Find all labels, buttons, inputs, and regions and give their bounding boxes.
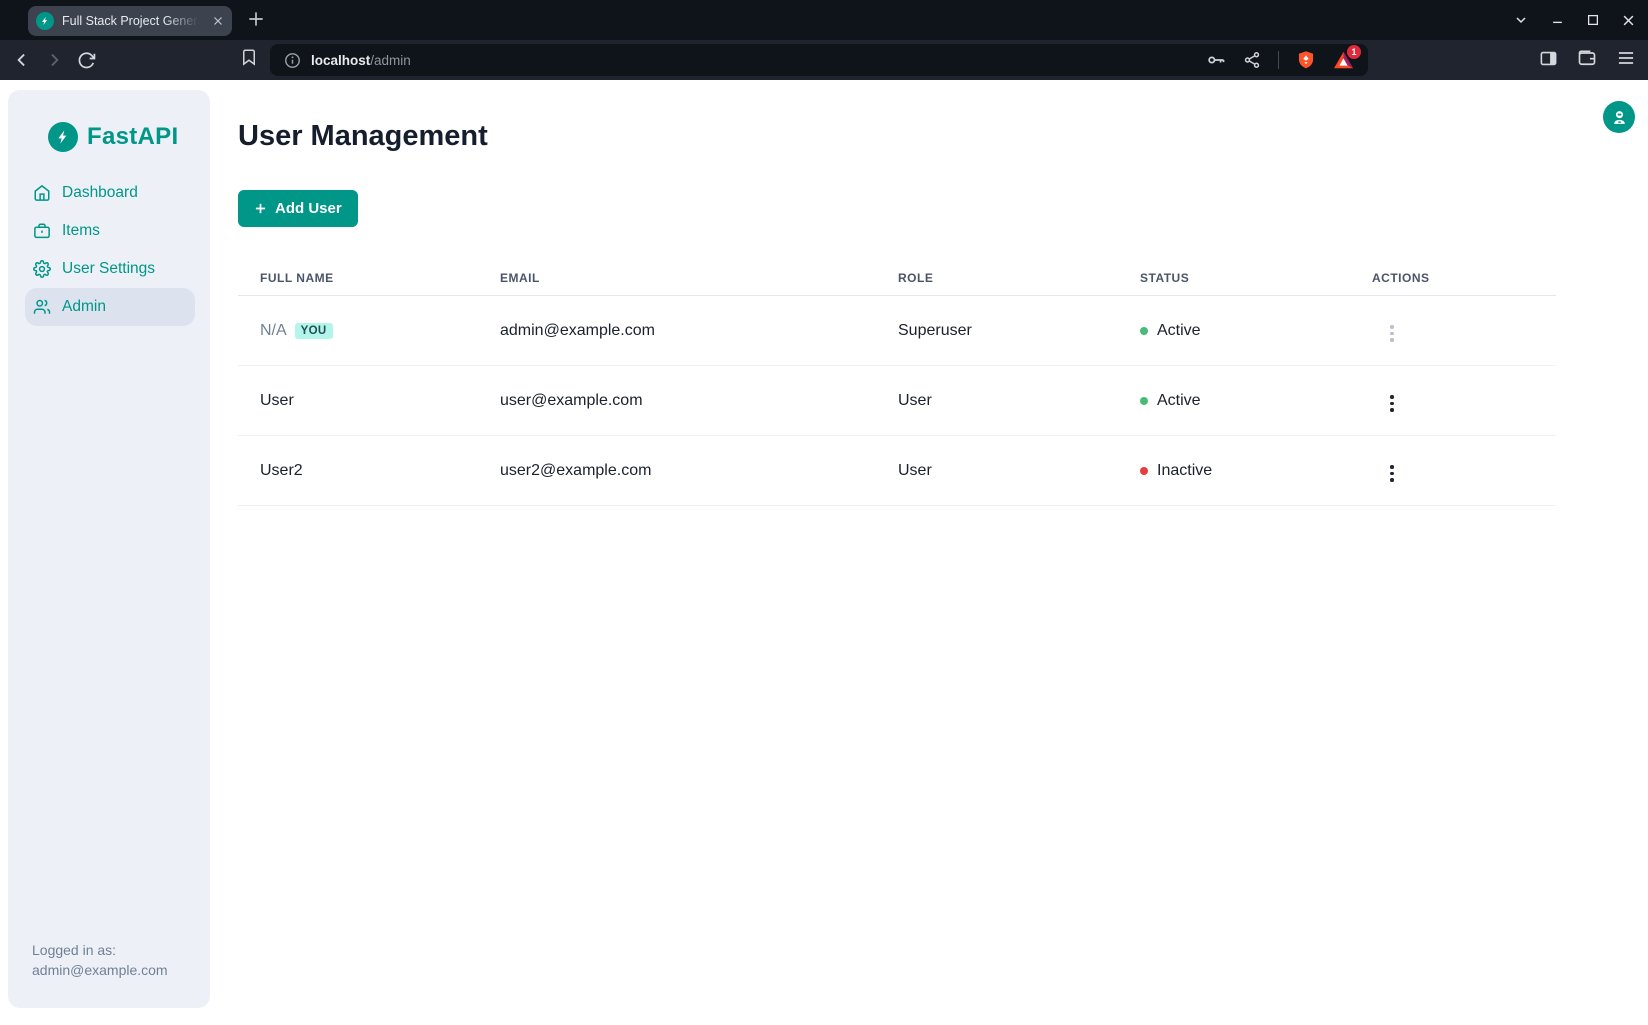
url-host: localhost [311,52,371,68]
saved-passwords-key-icon[interactable] [1206,50,1226,70]
user-role: User [898,391,932,409]
user-full-name: N/A [260,321,287,339]
users-table: FULL NAME EMAIL ROLE STATUS ACTIONS N/A … [238,260,1556,506]
briefcase-icon [33,222,51,240]
user-email: admin@example.com [500,321,655,339]
user-role: User [898,461,932,479]
sidebar-item-admin[interactable]: Admin [25,288,195,326]
address-bar[interactable]: localhost/admin 1 [270,44,1368,76]
url-text: localhost/admin [311,53,411,68]
sidebar-item-items[interactable]: Items [25,212,195,250]
row-actions-menu-icon [1386,321,1398,346]
logo-text: FastAPI [87,123,179,150]
menu-hamburger-icon[interactable] [1616,48,1636,68]
status-cell: Active [1140,322,1372,340]
user-astronaut-icon [1611,109,1628,126]
sidebar-item-label: Dashboard [62,184,138,201]
brave-shield-icon[interactable] [1296,50,1316,70]
brave-rewards-bat-icon[interactable]: 1 [1333,44,1361,70]
tab-search-chevron-icon[interactable] [1513,12,1529,28]
user-role: Superuser [898,321,972,339]
status-dot [1140,466,1148,475]
logged-in-email: admin@example.com [32,962,168,978]
user-menu-button[interactable] [1603,101,1635,133]
status-dot [1140,326,1148,335]
row-actions-menu-icon[interactable] [1386,461,1398,486]
tab-title: Full Stack Project Genera [62,14,204,28]
toolbar-divider [1278,51,1279,69]
sidebar-nav: Dashboard Items User Settings Admin [8,174,210,326]
col-email: EMAIL [500,270,540,285]
browser-toolbar: localhost/admin 1 [0,40,1648,80]
user-full-name: User2 [260,461,303,479]
rewards-notification-badge: 1 [1347,44,1361,59]
status-cell: Inactive [1140,462,1372,480]
user-email: user@example.com [500,391,643,409]
col-role: ROLE [898,270,934,285]
sidebar-item-label: Items [62,222,100,239]
fastapi-logo: FastAPI [48,122,178,152]
maximize-icon[interactable] [1586,13,1600,27]
home-icon [33,184,51,202]
user-full-name: User [260,391,294,409]
status-label: Active [1157,391,1201,409]
sidebar-item-label: Admin [62,298,106,315]
fastapi-bolt-icon [48,122,78,152]
table-row: N/A YOU admin@example.com Superuser Acti… [238,296,1556,366]
close-window-icon[interactable] [1621,13,1636,28]
tab-close-icon[interactable] [212,15,224,27]
forward-icon[interactable] [42,48,66,72]
logged-in-label: Logged in as: [32,942,117,958]
url-path: /admin [370,52,411,68]
col-actions: ACTIONS [1372,270,1430,285]
user-email: user2@example.com [500,461,652,479]
browser-tab[interactable]: Full Stack Project Genera [28,6,232,36]
table-header-row: FULL NAME EMAIL ROLE STATUS ACTIONS [238,260,1556,296]
status-dot [1140,396,1148,405]
wallet-icon[interactable] [1577,48,1597,68]
sidebar-item-dashboard[interactable]: Dashboard [25,174,195,212]
sidebar-item-label: User Settings [62,260,156,277]
add-user-button[interactable]: Add User [238,190,358,227]
table-row: User user@example.com User Active [238,366,1556,436]
window-controls [1513,0,1636,40]
reload-icon[interactable] [74,48,98,72]
new-tab-icon[interactable] [246,9,266,29]
sidebar-toggle-icon[interactable] [1539,49,1558,68]
page-title: User Management [238,120,488,152]
sidebar: FastAPI Dashboard Items User Settings [8,90,210,1008]
status-label: Inactive [1157,461,1213,479]
bookmark-icon[interactable] [240,48,258,66]
col-full-name: FULL NAME [260,270,334,285]
minimize-icon[interactable] [1550,13,1565,28]
table-row: User2 user2@example.com User Inactive [238,436,1556,506]
col-status: STATUS [1140,270,1190,285]
sidebar-item-user-settings[interactable]: User Settings [25,250,195,288]
status-label: Active [1157,321,1201,339]
plus-icon [254,202,267,215]
logged-in-footer: Logged in as: admin@example.com [32,940,168,980]
status-cell: Active [1140,392,1372,410]
users-icon [33,298,51,316]
gear-icon [33,260,51,278]
browser-tab-bar: Full Stack Project Genera [0,0,1648,40]
site-info-icon[interactable] [284,52,301,69]
share-icon[interactable] [1243,51,1261,69]
you-badge: YOU [294,322,333,339]
row-actions-menu-icon[interactable] [1386,391,1398,416]
fastapi-favicon-icon [36,12,54,30]
app-page: FastAPI Dashboard Items User Settings [0,80,1648,1025]
back-icon[interactable] [10,48,34,72]
